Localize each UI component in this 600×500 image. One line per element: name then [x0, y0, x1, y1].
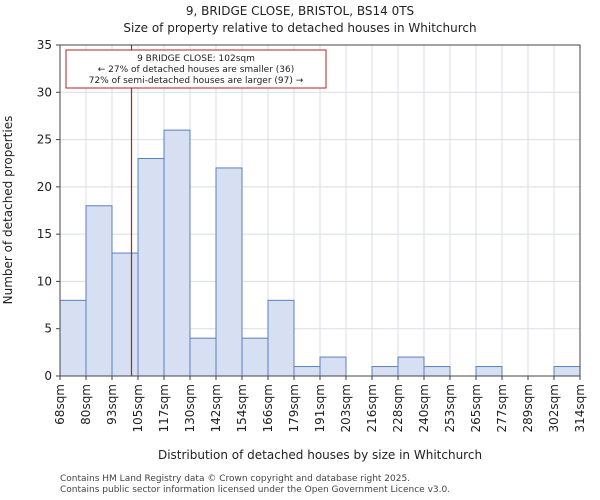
footer-line-2: Contains public sector information licen…	[60, 485, 451, 495]
x-tick-label: 228sqm	[391, 384, 405, 432]
annotation-frame	[65, 49, 327, 89]
x-tick-label: 142sqm	[209, 384, 223, 432]
x-tick-label: 80sqm	[79, 384, 93, 425]
x-tick-label: 93sqm	[105, 384, 119, 425]
x-tick-label: 68sqm	[53, 384, 67, 425]
y-tick-label: 5	[44, 322, 52, 336]
y-tick-label: 20	[37, 180, 52, 194]
footer-line-1: Contains HM Land Registry data © Crown c…	[60, 474, 411, 484]
x-tick-label: 277sqm	[495, 384, 509, 432]
x-tick-label: 117sqm	[157, 384, 171, 432]
x-tick-label: 191sqm	[313, 384, 327, 432]
x-tick-label: 203sqm	[339, 384, 353, 432]
y-tick-label: 10	[37, 274, 52, 288]
histogram-bar	[267, 299, 295, 377]
x-tick-label: 216sqm	[365, 384, 379, 432]
histogram-bar	[553, 366, 581, 377]
x-tick-label: 179sqm	[287, 384, 301, 432]
histogram-bar	[137, 157, 165, 377]
histogram-bar	[397, 356, 425, 377]
y-tick-label: 15	[37, 227, 52, 241]
histogram-bar	[241, 337, 269, 377]
x-tick-label: 105sqm	[131, 384, 145, 432]
histogram-bar	[189, 337, 217, 377]
annotation-line-3: 72% of semi-detached houses are larger (…	[89, 76, 304, 86]
histogram-bar	[319, 356, 347, 377]
x-tick-label: 289sqm	[521, 384, 535, 432]
x-tick-label: 154sqm	[235, 384, 249, 432]
x-tick-label: 240sqm	[417, 384, 431, 432]
histogram-bar	[163, 129, 191, 377]
x-tick-label: 265sqm	[469, 384, 483, 432]
chart-subtitle: Size of property relative to detached ho…	[123, 21, 476, 35]
y-tick-label: 35	[37, 38, 52, 52]
x-axis-label: Distribution of detached houses by size …	[158, 448, 482, 462]
x-tick-label: 130sqm	[183, 384, 197, 432]
x-tick-label: 314sqm	[573, 384, 587, 432]
histogram-bar	[111, 252, 139, 377]
histogram-bar	[371, 366, 399, 377]
y-axis-label: Number of detached properties	[1, 116, 15, 305]
bars	[59, 129, 581, 377]
histogram-bar	[475, 366, 503, 377]
annotation-line-1: 9 BRIDGE CLOSE: 102sqm	[137, 54, 255, 64]
histogram-bar	[215, 167, 243, 377]
annotation-line-2: ← 27% of detached houses are smaller (36…	[98, 65, 295, 75]
histogram-bar	[293, 366, 321, 377]
y-tick-label: 25	[37, 133, 52, 147]
x-tick-label: 253sqm	[443, 384, 457, 432]
annotation-box: 9 BRIDGE CLOSE: 102sqm ← 27% of detached…	[65, 49, 327, 89]
y-tick-label: 30	[37, 85, 52, 99]
chart-title: 9, BRIDGE CLOSE, BRISTOL, BS14 0TS	[186, 4, 414, 18]
histogram-bar	[59, 299, 87, 377]
histogram-bar	[423, 366, 451, 377]
histogram-bar	[85, 205, 113, 377]
x-axis: 68sqm 80sqm 93sqm 105sqm 117sqm 130sqm 142sqm 1…	[53, 376, 587, 432]
y-axis: 0 5 10 15 20 25 30 35	[37, 38, 60, 383]
x-tick-label: 166sqm	[261, 384, 275, 432]
x-tick-label: 302sqm	[547, 384, 561, 432]
y-tick-label: 0	[44, 369, 52, 383]
